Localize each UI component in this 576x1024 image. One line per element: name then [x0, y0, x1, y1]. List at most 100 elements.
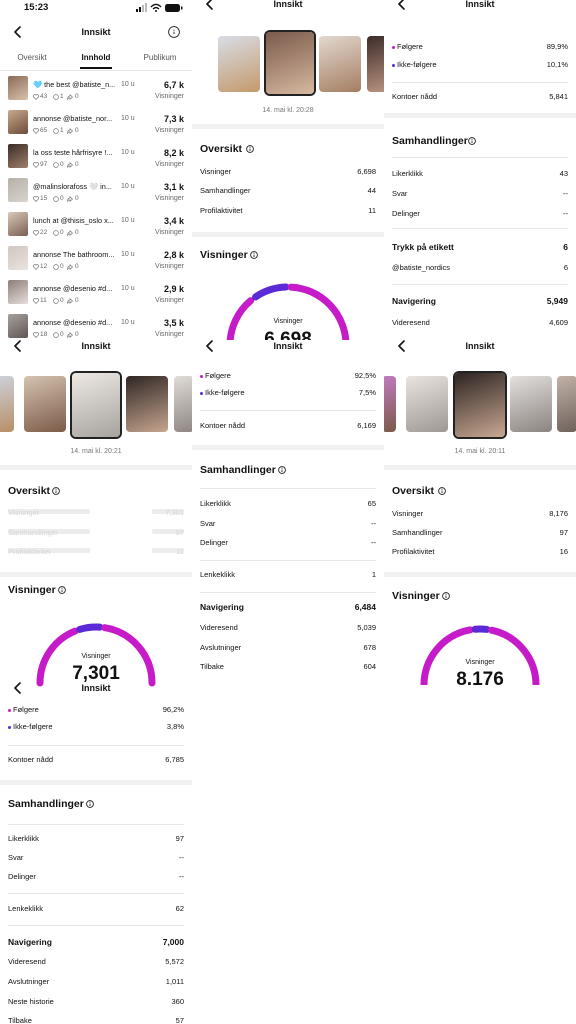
post-thumbnail[interactable]	[8, 178, 28, 202]
info-icon[interactable]	[468, 137, 476, 145]
screen-panel: Innsikt 14. mai kl. 20:28 Oversikt Visninge…	[192, 0, 384, 340]
post-thumbnail[interactable]	[8, 314, 28, 338]
post-caption[interactable]: @malinslorafoss 🤍 in...	[33, 182, 112, 191]
tab[interactable]: Innhold	[81, 53, 111, 62]
info-icon[interactable]	[246, 145, 254, 153]
info-icon[interactable]	[168, 26, 180, 38]
back-button[interactable]	[13, 682, 23, 694]
post-caption[interactable]: annonse @batiste_nor...	[33, 114, 113, 123]
row-value: --	[179, 872, 184, 881]
story-thumbnail[interactable]	[24, 376, 66, 432]
row-value: 7,000	[162, 937, 184, 947]
row-label: Samhandlinger	[392, 528, 443, 537]
story-thumbnail[interactable]	[319, 36, 361, 92]
row-label: Likerklikk	[392, 169, 423, 178]
divider	[8, 824, 184, 825]
post-caption[interactable]: annonse The bathroom...	[33, 250, 115, 259]
back-button[interactable]	[397, 340, 407, 352]
story-thumbnail[interactable]	[367, 36, 384, 92]
post-views: 8,2 k	[163, 148, 184, 158]
back-button[interactable]	[205, 340, 215, 352]
like-count: 65	[40, 127, 48, 134]
info-icon[interactable]	[58, 586, 66, 594]
post-thumbnail[interactable]	[8, 110, 28, 134]
story-thumbnail[interactable]	[266, 32, 314, 94]
share-count: 0	[75, 195, 79, 202]
story-thumbnail[interactable]	[72, 373, 120, 437]
story-thumbnail[interactable]	[0, 376, 14, 432]
post-views: 2,9 k	[163, 284, 184, 294]
story-thumbnail[interactable]	[384, 376, 396, 432]
back-button[interactable]	[397, 0, 407, 10]
tab-indicator	[80, 67, 112, 69]
row-label: Videresend	[8, 957, 46, 966]
section-separator	[192, 124, 384, 129]
screen-title: Innsikt	[273, 341, 303, 351]
divider	[392, 284, 568, 285]
post-thumbnail[interactable]	[8, 246, 28, 270]
comment-icon	[53, 230, 59, 236]
comment-count: 1	[60, 127, 64, 134]
info-icon[interactable]	[438, 487, 446, 495]
row-value: 3,8%	[166, 722, 184, 731]
like-count: 43	[40, 93, 48, 100]
row-label: Svar	[8, 853, 24, 862]
row-value: 6,169	[357, 421, 376, 430]
info-icon[interactable]	[52, 487, 60, 495]
story-thumbnail[interactable]	[174, 376, 192, 432]
post-thumbnail[interactable]	[8, 212, 28, 236]
row-label: Avslutninger	[8, 977, 50, 986]
comment-icon	[53, 128, 59, 134]
tab[interactable]: Publikum	[143, 53, 177, 62]
info-icon[interactable]	[278, 466, 286, 474]
post-thumbnail[interactable]	[8, 280, 28, 304]
back-button[interactable]	[205, 0, 215, 10]
tab[interactable]: Oversikt	[17, 53, 47, 62]
row-value: --	[563, 209, 568, 218]
gauge-label: Visninger	[273, 318, 303, 325]
like-icon	[32, 128, 40, 135]
row-value: 8,176	[549, 509, 568, 518]
row-value: 5,039	[357, 623, 376, 632]
info-icon[interactable]	[86, 800, 94, 808]
post-caption[interactable]: la oss teste hårfrisyre !...	[33, 148, 113, 157]
row-label: @batiste_nordics	[392, 263, 451, 272]
row-value: 360	[171, 997, 184, 1006]
back-button[interactable]	[13, 340, 23, 352]
post-caption[interactable]: lunch at @thisis_oslo x...	[33, 216, 114, 225]
post-caption[interactable]: annonse @desenio #d...	[33, 318, 113, 327]
story-thumbnail[interactable]	[510, 376, 552, 432]
post-caption[interactable]: annonse @desenio #d...	[33, 284, 113, 293]
loading-placeholder	[152, 529, 184, 534]
post-thumbnail[interactable]	[8, 76, 28, 100]
comment-count: 0	[60, 331, 64, 338]
screen-title: Innsikt	[81, 683, 111, 693]
row-label: Visninger	[200, 167, 232, 176]
share-icon	[67, 162, 74, 169]
post-views: 3,4 k	[163, 216, 184, 226]
story-thumbnail[interactable]	[218, 36, 260, 92]
post-caption[interactable]: 🩵 the best @batiste_n...	[33, 80, 116, 89]
status-time: 15:23	[24, 2, 49, 13]
screen-title: Innsikt	[273, 0, 303, 9]
story-thumbnail[interactable]	[406, 376, 448, 432]
info-icon[interactable]	[250, 251, 258, 259]
screen-panel: Innsikt 14. mai kl. 20:11 Oversikt Visninge…	[384, 340, 576, 685]
story-thumbnail[interactable]	[557, 376, 576, 432]
divider	[392, 228, 568, 229]
section-separator	[192, 445, 384, 450]
post-views-label: Visninger	[154, 161, 184, 168]
story-thumbnail[interactable]	[126, 376, 168, 432]
row-label: Tilbake	[200, 662, 224, 671]
gauge-value: 8,176	[456, 669, 504, 685]
legend-dot	[391, 45, 395, 49]
row-value: 89,9%	[546, 42, 568, 51]
comment-icon	[53, 196, 59, 202]
story-thumbnail[interactable]	[455, 373, 505, 437]
info-icon[interactable]	[442, 592, 450, 600]
row-value: 678	[363, 643, 376, 652]
row-label: Følgere	[205, 371, 231, 380]
back-button[interactable]	[13, 26, 23, 38]
post-thumbnail[interactable]	[8, 144, 28, 168]
